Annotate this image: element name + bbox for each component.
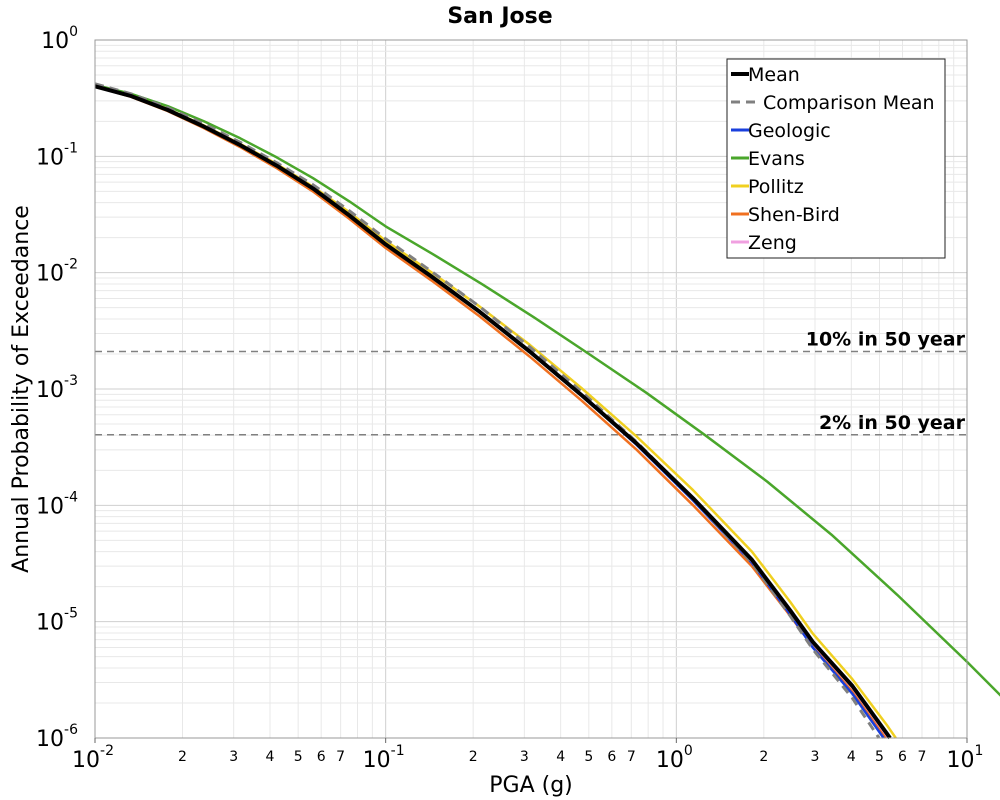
series-line-mean xyxy=(94,84,892,740)
x-minor-tick-label: 2 xyxy=(759,749,768,765)
legend-label: Zeng xyxy=(748,232,797,254)
plot-area xyxy=(94,39,968,739)
series-curves xyxy=(94,82,1000,740)
x-minor-tick-label: 4 xyxy=(847,749,856,765)
y-tick-label: 10-6 xyxy=(36,722,78,752)
y-tick-label: 10-4 xyxy=(36,489,78,519)
reference-lines: 10% in 50 year 2% in 50 year xyxy=(95,329,967,436)
y-tick-label: 10-3 xyxy=(36,373,78,403)
x-minor-tick-label: 5 xyxy=(875,749,884,765)
x-minor-tick-label: 6 xyxy=(317,749,326,765)
x-tick-label: 10-1 xyxy=(363,743,405,773)
x-minor-tick-label: 6 xyxy=(607,749,616,765)
x-minor-tick-label: 4 xyxy=(556,749,565,765)
x-minor-tick-label: 3 xyxy=(229,749,238,765)
legend: Mean Comparison Mean Geologic Evans Pollitz S… xyxy=(726,58,946,259)
legend-label: Shen-Bird xyxy=(748,204,840,226)
reference-line-label: 2% in 50 year xyxy=(819,412,966,434)
y-axis-ticks: 100 10-1 10-2 10-3 10-4 10-5 10-6 xyxy=(36,24,78,752)
y-axis-label: Annual Probability of Exceedance xyxy=(9,205,34,573)
y-tick-label: 10-2 xyxy=(36,257,78,287)
series-line-comparison-mean xyxy=(94,82,881,739)
x-axis-label: PGA (g) xyxy=(489,773,573,798)
x-minor-tick-label: 5 xyxy=(584,749,593,765)
series-line-evans xyxy=(94,83,1000,697)
x-minor-tick-label: 6 xyxy=(898,749,907,765)
legend-box xyxy=(726,58,946,259)
y-tick-label: 100 xyxy=(41,24,78,54)
y-tick-label: 10-5 xyxy=(36,606,78,636)
legend-label: Comparison Mean xyxy=(763,92,935,114)
x-minor-tick-label: 5 xyxy=(294,749,303,765)
x-minor-tick-label: 7 xyxy=(918,749,927,765)
x-minor-tick-label: 7 xyxy=(627,749,636,765)
x-minor-tick-label: 3 xyxy=(811,749,820,765)
grid xyxy=(94,40,967,739)
x-tick-label: 100 xyxy=(656,743,693,773)
x-minor-tick-label: 2 xyxy=(469,749,478,765)
x-tick-label: 101 xyxy=(947,743,984,773)
x-minor-tick-label: 3 xyxy=(520,749,529,765)
reference-line-label: 10% in 50 year xyxy=(806,329,966,351)
legend-label: Mean xyxy=(748,64,800,86)
x-minor-tick-label: 7 xyxy=(336,749,345,765)
y-tick-label: 10-1 xyxy=(36,140,78,170)
x-minor-tick-label: 2 xyxy=(178,749,187,765)
chart-title: San Jose xyxy=(447,4,552,29)
legend-label: Geologic xyxy=(748,120,831,142)
x-minor-tick-label: 4 xyxy=(266,749,275,765)
x-tick-label: 10-2 xyxy=(72,743,114,773)
legend-label: Evans xyxy=(748,148,805,170)
legend-label: Pollitz xyxy=(748,176,804,198)
